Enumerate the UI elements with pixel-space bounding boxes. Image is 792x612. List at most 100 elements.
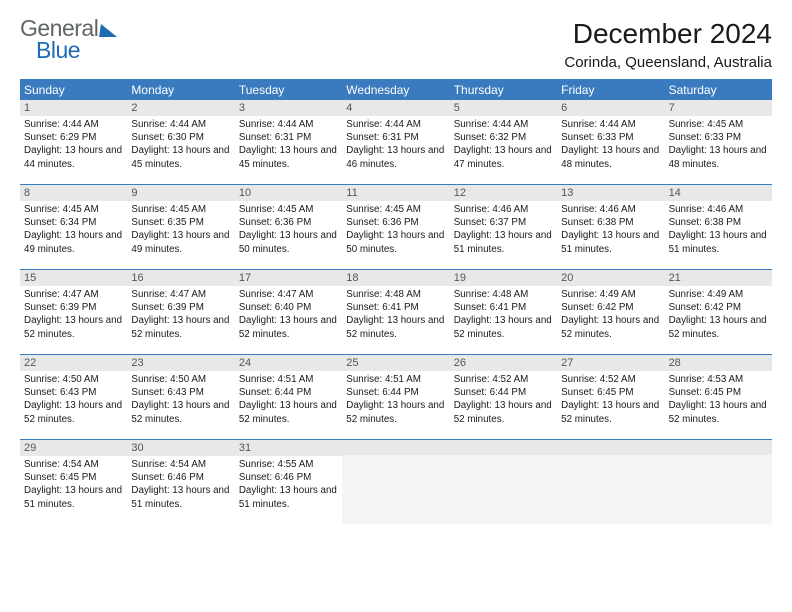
day-details: Sunrise: 4:48 AMSunset: 6:41 PMDaylight:… [342, 286, 449, 345]
calendar-week: 22Sunrise: 4:50 AMSunset: 6:43 PMDayligh… [20, 355, 772, 440]
day-number: 21 [665, 270, 772, 286]
day-details: Sunrise: 4:44 AMSunset: 6:29 PMDaylight:… [20, 116, 127, 175]
day-details: Sunrise: 4:50 AMSunset: 6:43 PMDaylight:… [127, 371, 234, 430]
day-details: Sunrise: 4:51 AMSunset: 6:44 PMDaylight:… [342, 371, 449, 430]
day-details: Sunrise: 4:45 AMSunset: 6:34 PMDaylight:… [20, 201, 127, 260]
day-details: Sunrise: 4:45 AMSunset: 6:35 PMDaylight:… [127, 201, 234, 260]
day-number: 19 [450, 270, 557, 286]
calendar-day: 26Sunrise: 4:52 AMSunset: 6:44 PMDayligh… [450, 355, 557, 439]
day-number: 5 [450, 100, 557, 116]
day-details [557, 455, 664, 524]
calendar-day: 15Sunrise: 4:47 AMSunset: 6:39 PMDayligh… [20, 270, 127, 354]
logo-text-blue: Blue [36, 40, 118, 62]
day-number: 25 [342, 355, 449, 371]
day-details: Sunrise: 4:49 AMSunset: 6:42 PMDaylight:… [557, 286, 664, 345]
day-number: 13 [557, 185, 664, 201]
day-number: 4 [342, 100, 449, 116]
calendar-day: 8Sunrise: 4:45 AMSunset: 6:34 PMDaylight… [20, 185, 127, 269]
calendar-day: 13Sunrise: 4:46 AMSunset: 6:38 PMDayligh… [557, 185, 664, 269]
weekday-header: Friday [557, 80, 664, 100]
day-number: 28 [665, 355, 772, 371]
day-details: Sunrise: 4:44 AMSunset: 6:31 PMDaylight:… [342, 116, 449, 175]
day-details: Sunrise: 4:45 AMSunset: 6:36 PMDaylight:… [342, 201, 449, 260]
day-number: 16 [127, 270, 234, 286]
calendar-day: 20Sunrise: 4:49 AMSunset: 6:42 PMDayligh… [557, 270, 664, 354]
day-number [557, 440, 664, 455]
day-number: 22 [20, 355, 127, 371]
day-details [665, 455, 772, 524]
day-number: 29 [20, 440, 127, 456]
day-number: 6 [557, 100, 664, 116]
day-details: Sunrise: 4:52 AMSunset: 6:44 PMDaylight:… [450, 371, 557, 430]
day-details: Sunrise: 4:44 AMSunset: 6:30 PMDaylight:… [127, 116, 234, 175]
day-number [450, 440, 557, 455]
calendar-day: 31Sunrise: 4:55 AMSunset: 6:46 PMDayligh… [235, 440, 342, 524]
calendar-week: 1Sunrise: 4:44 AMSunset: 6:29 PMDaylight… [20, 100, 772, 185]
day-details [342, 455, 449, 524]
calendar: SundayMondayTuesdayWednesdayThursdayFrid… [20, 79, 772, 524]
calendar-day: 21Sunrise: 4:49 AMSunset: 6:42 PMDayligh… [665, 270, 772, 354]
calendar-day: 29Sunrise: 4:54 AMSunset: 6:45 PMDayligh… [20, 440, 127, 524]
calendar-day: 5Sunrise: 4:44 AMSunset: 6:32 PMDaylight… [450, 100, 557, 184]
calendar-day: 11Sunrise: 4:45 AMSunset: 6:36 PMDayligh… [342, 185, 449, 269]
day-details: Sunrise: 4:46 AMSunset: 6:38 PMDaylight:… [665, 201, 772, 260]
day-number: 2 [127, 100, 234, 116]
calendar-day-empty [342, 440, 449, 524]
calendar-day: 27Sunrise: 4:52 AMSunset: 6:45 PMDayligh… [557, 355, 664, 439]
day-number: 12 [450, 185, 557, 201]
calendar-day: 17Sunrise: 4:47 AMSunset: 6:40 PMDayligh… [235, 270, 342, 354]
calendar-day: 6Sunrise: 4:44 AMSunset: 6:33 PMDaylight… [557, 100, 664, 184]
day-details: Sunrise: 4:46 AMSunset: 6:38 PMDaylight:… [557, 201, 664, 260]
day-number: 27 [557, 355, 664, 371]
calendar-day: 2Sunrise: 4:44 AMSunset: 6:30 PMDaylight… [127, 100, 234, 184]
day-details: Sunrise: 4:50 AMSunset: 6:43 PMDaylight:… [20, 371, 127, 430]
day-number: 1 [20, 100, 127, 116]
day-details: Sunrise: 4:49 AMSunset: 6:42 PMDaylight:… [665, 286, 772, 345]
day-details: Sunrise: 4:44 AMSunset: 6:32 PMDaylight:… [450, 116, 557, 175]
day-details: Sunrise: 4:46 AMSunset: 6:37 PMDaylight:… [450, 201, 557, 260]
calendar-day: 14Sunrise: 4:46 AMSunset: 6:38 PMDayligh… [665, 185, 772, 269]
weekday-header: Saturday [665, 80, 772, 100]
day-number [665, 440, 772, 455]
calendar-day: 22Sunrise: 4:50 AMSunset: 6:43 PMDayligh… [20, 355, 127, 439]
location-text: Corinda, Queensland, Australia [564, 54, 772, 71]
day-number: 3 [235, 100, 342, 116]
logo-triangle-icon [99, 24, 119, 37]
day-number: 10 [235, 185, 342, 201]
calendar-day: 4Sunrise: 4:44 AMSunset: 6:31 PMDaylight… [342, 100, 449, 184]
calendar-day: 19Sunrise: 4:48 AMSunset: 6:41 PMDayligh… [450, 270, 557, 354]
title-block: December 2024 Corinda, Queensland, Austr… [564, 18, 772, 71]
day-number: 8 [20, 185, 127, 201]
weekday-header: Wednesday [342, 80, 449, 100]
calendar-day: 3Sunrise: 4:44 AMSunset: 6:31 PMDaylight… [235, 100, 342, 184]
day-details: Sunrise: 4:52 AMSunset: 6:45 PMDaylight:… [557, 371, 664, 430]
calendar-day-empty [557, 440, 664, 524]
calendar-day: 18Sunrise: 4:48 AMSunset: 6:41 PMDayligh… [342, 270, 449, 354]
day-number: 31 [235, 440, 342, 456]
day-number [342, 440, 449, 455]
calendar-day: 10Sunrise: 4:45 AMSunset: 6:36 PMDayligh… [235, 185, 342, 269]
weekday-header: Monday [127, 80, 234, 100]
header: General Blue December 2024 Corinda, Quee… [20, 18, 772, 71]
day-number: 24 [235, 355, 342, 371]
calendar-day: 23Sunrise: 4:50 AMSunset: 6:43 PMDayligh… [127, 355, 234, 439]
calendar-day-empty [665, 440, 772, 524]
calendar-week: 29Sunrise: 4:54 AMSunset: 6:45 PMDayligh… [20, 440, 772, 524]
weekday-header: Sunday [20, 80, 127, 100]
day-details: Sunrise: 4:54 AMSunset: 6:46 PMDaylight:… [127, 456, 234, 515]
day-number: 14 [665, 185, 772, 201]
calendar-day: 28Sunrise: 4:53 AMSunset: 6:45 PMDayligh… [665, 355, 772, 439]
day-number: 18 [342, 270, 449, 286]
calendar-day: 24Sunrise: 4:51 AMSunset: 6:44 PMDayligh… [235, 355, 342, 439]
page-title: December 2024 [564, 18, 772, 50]
day-details: Sunrise: 4:53 AMSunset: 6:45 PMDaylight:… [665, 371, 772, 430]
day-details: Sunrise: 4:48 AMSunset: 6:41 PMDaylight:… [450, 286, 557, 345]
weekday-header: Thursday [450, 80, 557, 100]
day-number: 23 [127, 355, 234, 371]
day-details: Sunrise: 4:47 AMSunset: 6:39 PMDaylight:… [20, 286, 127, 345]
day-number: 30 [127, 440, 234, 456]
day-number: 11 [342, 185, 449, 201]
day-number: 15 [20, 270, 127, 286]
day-details: Sunrise: 4:45 AMSunset: 6:33 PMDaylight:… [665, 116, 772, 175]
weekday-header: Tuesday [235, 80, 342, 100]
